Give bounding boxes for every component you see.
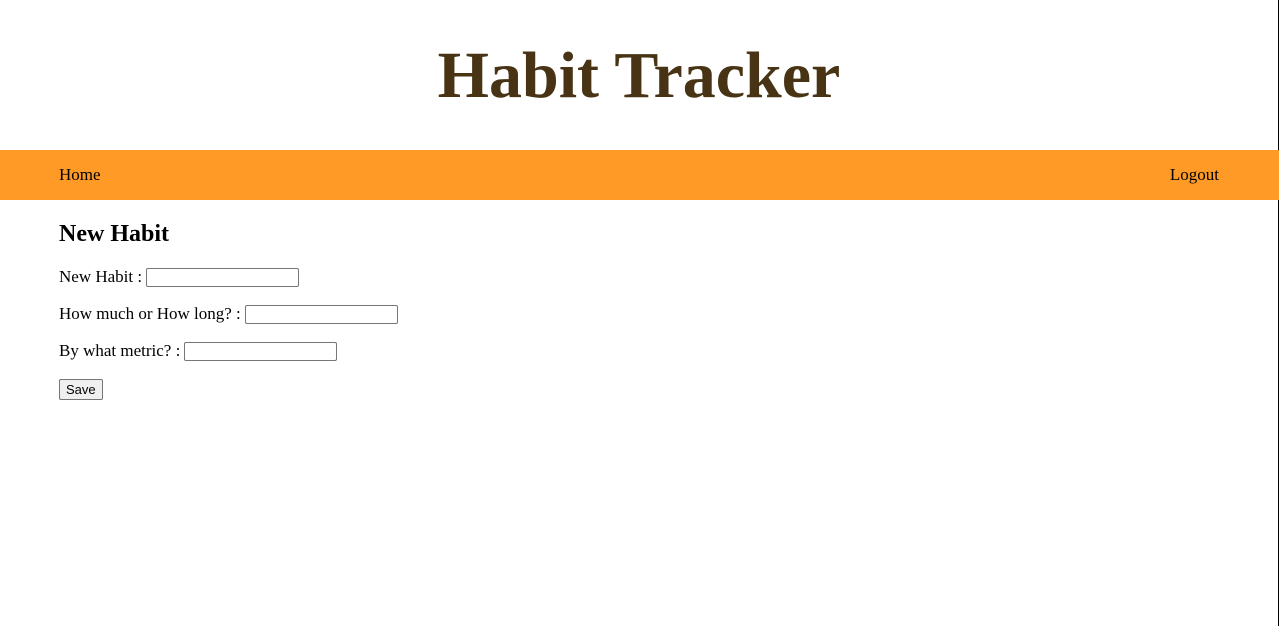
habit-amount-row: How much or How long? : [59, 303, 398, 325]
nav-logout-link[interactable]: Logout [1169, 165, 1219, 184]
nav-home-link[interactable]: Home [59, 165, 101, 184]
habit-amount-input[interactable] [244, 304, 398, 324]
page-title: New Habit [59, 221, 169, 247]
habit-metric-label: By what metric? : [59, 341, 181, 360]
habit-name-label: New Habit : [59, 267, 143, 286]
app-title: Habit Tracker [437, 39, 841, 112]
habit-metric-input[interactable] [184, 341, 338, 361]
habit-name-row: New Habit : [59, 266, 300, 288]
habit-name-input[interactable] [146, 267, 300, 287]
window-edge-divider [1278, 0, 1279, 626]
top-navbar: Home Logout [0, 150, 1279, 200]
habit-amount-label: How much or How long? : [59, 304, 241, 323]
habit-metric-row: By what metric? : [59, 340, 338, 362]
site-header: Habit Tracker [0, 0, 1278, 150]
save-button[interactable]: Save [59, 379, 103, 400]
